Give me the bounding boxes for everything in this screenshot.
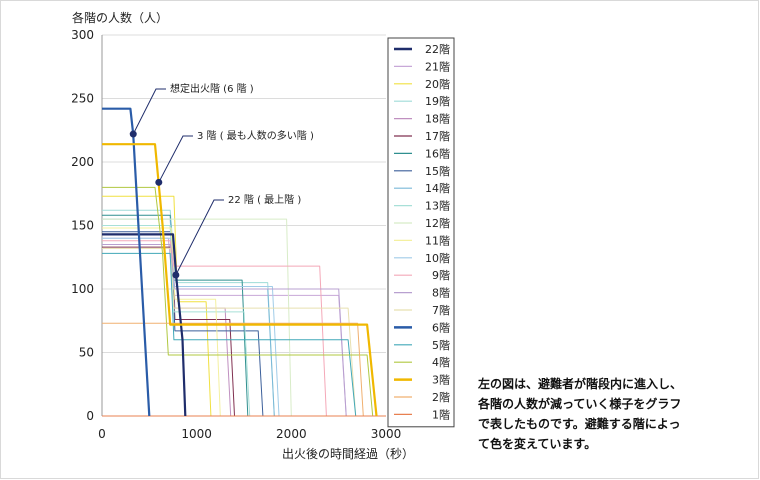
series-line-3階 <box>102 143 378 417</box>
x-tick-label: 3000 <box>371 427 402 441</box>
legend-label: 20階 <box>425 77 450 91</box>
legend-label: 16階 <box>425 146 450 160</box>
legend-label: 5階 <box>432 338 450 352</box>
series-line-13階 <box>102 225 251 417</box>
caption-line: 各階の人数が減っていく様子をグラフ <box>478 397 682 411</box>
legend-label: 3階 <box>432 373 450 387</box>
y-tick-label: 250 <box>71 92 94 106</box>
annotation-dot <box>172 271 180 279</box>
series-line-10階 <box>102 237 280 417</box>
x-ticks: 0 1000 2000 3000 <box>98 427 401 441</box>
legend-label: 18階 <box>425 112 450 126</box>
annotation-leader <box>158 135 193 183</box>
x-tick-label: 0 <box>98 427 106 441</box>
y-tick-label: 200 <box>71 155 94 169</box>
annotation-leader <box>132 88 166 135</box>
caption: 左の図は、避難者が階段内に進入し、 各階の人数が減っていく様子をグラフ で表した… <box>478 374 748 454</box>
legend-label: 6階 <box>432 320 450 334</box>
x-tick-label: 2000 <box>276 427 307 441</box>
legend-label: 7階 <box>432 303 450 317</box>
legend-label: 4階 <box>432 355 450 369</box>
legend: 22階 21階 20階 19階 18階 17階 16階 15階 14階 13階 12階 11階 10階 9… <box>387 37 455 428</box>
legend-label: 19階 <box>425 94 450 108</box>
legend-label: 1階 <box>432 407 450 421</box>
series-line-7階 <box>102 247 357 417</box>
legend-label: 21階 <box>425 59 450 73</box>
legend-label: 9階 <box>432 268 450 282</box>
series-line-17階 <box>102 246 235 417</box>
annotation-dot <box>129 130 137 138</box>
series-line-21階 <box>102 237 347 417</box>
series-line-4階 <box>102 186 374 417</box>
legend-label: 17階 <box>425 129 450 143</box>
annotation-dot <box>155 178 163 186</box>
legend-label: 2階 <box>432 390 450 404</box>
legend-label: 11階 <box>425 233 450 247</box>
legend-label: 22階 <box>425 42 450 56</box>
series-line-9階 <box>102 240 327 417</box>
annotation-label: 3 階 ( 最も人数の多い階 ) <box>197 129 314 142</box>
legend-label: 8階 <box>432 286 450 300</box>
series-line-12階 <box>102 218 292 417</box>
x-tick-label: 1000 <box>181 427 212 441</box>
annotations: 想定出火階 (6 階 ) 3 階 ( 最も人数の多い階 ) 22 階 ( 最上階 ) <box>129 82 314 279</box>
annotation-label: 想定出火階 (6 階 ) <box>170 82 254 95</box>
y-tick-label: 100 <box>71 282 94 296</box>
series-line-5階 <box>102 252 357 417</box>
y-ticks: 0 50 100 150 200 250 300 <box>71 28 94 423</box>
y-axis-label: 各階の人数（人） <box>72 10 168 25</box>
caption-line: で表したものです。避難する階によっ <box>478 417 681 431</box>
legend-label: 10階 <box>425 251 450 265</box>
caption-line: 左の図は、避難者が階段内に進入し、 <box>478 377 683 391</box>
series-line-8階 <box>102 244 347 417</box>
legend-label: 14階 <box>425 181 450 195</box>
y-tick-label: 0 <box>86 409 94 423</box>
legend-label: 12階 <box>425 216 450 230</box>
series-line-11階 <box>102 227 221 417</box>
annotation-leader <box>175 199 224 276</box>
series-line-6階 <box>102 107 151 417</box>
series-line-20階 <box>102 195 212 417</box>
x-axis-label: 出火後の時間経過（秒） <box>282 447 414 461</box>
caption-line: て色を変えています。 <box>478 437 597 451</box>
series-line-22階 <box>102 233 187 417</box>
series-lines <box>102 107 386 417</box>
y-tick-label: 300 <box>71 28 94 42</box>
series-line-15階 <box>102 231 264 417</box>
series-line-2階 <box>102 322 364 417</box>
y-tick-label: 50 <box>79 346 94 360</box>
annotation-label: 22 階 ( 最上階 ) <box>228 194 301 206</box>
legend-label: 15階 <box>425 164 450 178</box>
legend-label: 13階 <box>425 199 450 213</box>
y-tick-label: 150 <box>71 219 94 233</box>
